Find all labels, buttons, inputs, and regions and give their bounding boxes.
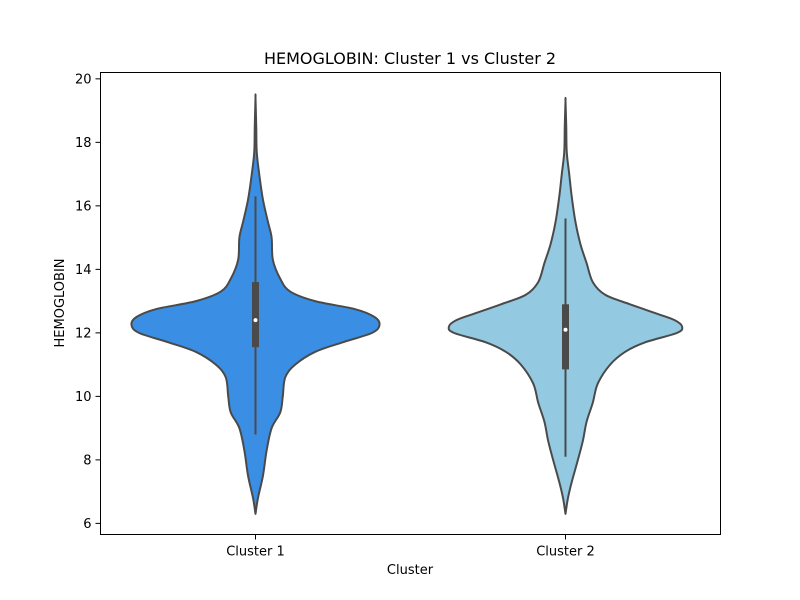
violin-iqr-box-2 (562, 304, 569, 370)
plot-frame (100, 72, 721, 535)
y-tick-label: 16 (75, 199, 92, 214)
y-tick-label: 8 (83, 453, 91, 468)
x-tick-label: Cluster 1 (226, 545, 285, 560)
x-axis: Cluster 1 Cluster 2 (226, 534, 595, 560)
y-tick-label: 10 (75, 390, 92, 405)
chart-title: HEMOGLOBIN: Cluster 1 vs Cluster 2 (264, 49, 556, 68)
y-tick-label: 12 (75, 326, 92, 341)
y-tick-label: 20 (75, 72, 92, 87)
x-tick-label: Cluster 2 (536, 545, 595, 560)
violins-layer (130, 93, 684, 515)
y-axis: 6 8 10 12 14 16 18 20 (75, 72, 101, 532)
violin-median-2 (563, 327, 568, 332)
y-tick-label: 6 (83, 517, 91, 532)
y-axis-label: HEMOGLOBIN (53, 258, 68, 347)
x-axis-label: Cluster (387, 563, 434, 578)
y-tick-label: 18 (75, 136, 92, 151)
y-tick-label: 14 (75, 263, 92, 278)
violin-iqr-box-1 (252, 282, 259, 348)
violin-median-1 (253, 318, 258, 323)
